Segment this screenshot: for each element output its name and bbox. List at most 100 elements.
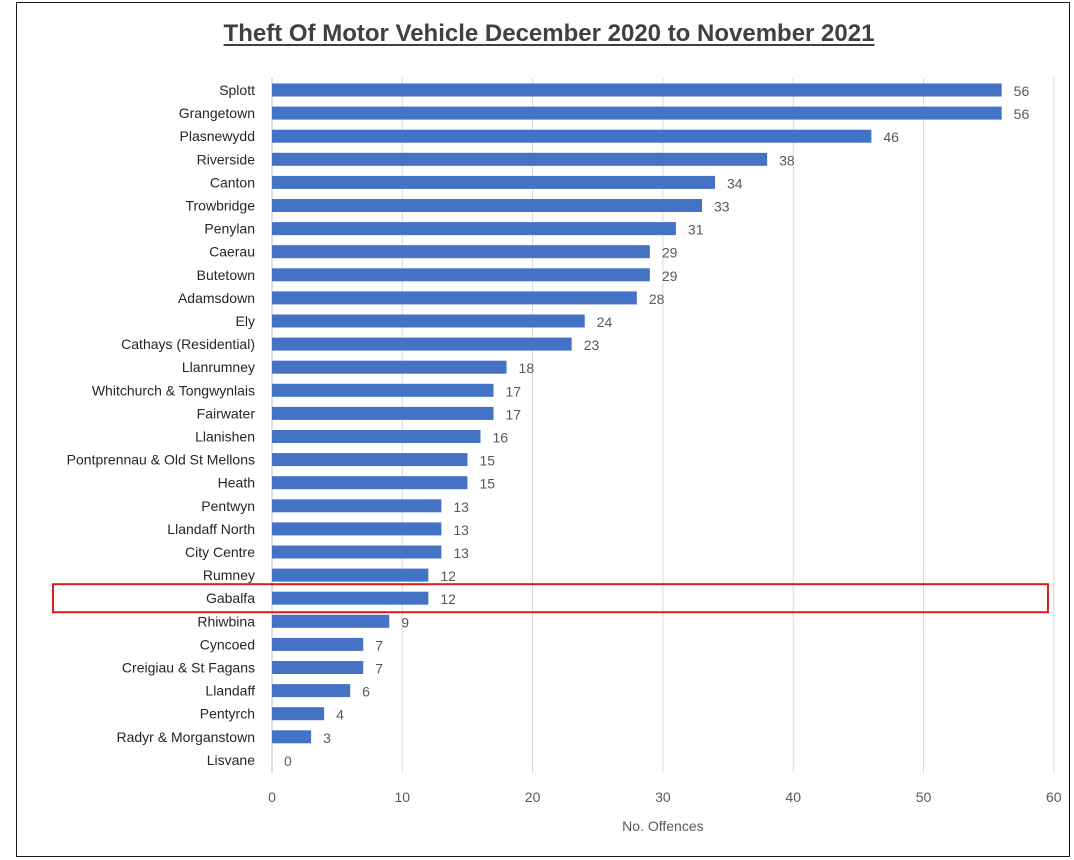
- data-label: 12: [440, 591, 456, 607]
- bar: [272, 545, 442, 559]
- data-label: 7: [375, 637, 383, 653]
- bar: [272, 614, 390, 628]
- category-label: Heath: [218, 475, 255, 491]
- data-label: 56: [1014, 83, 1030, 99]
- bar: [272, 245, 650, 259]
- category-label: Rumney: [203, 567, 255, 583]
- bar: [272, 522, 442, 536]
- bar: [272, 222, 676, 236]
- category-label: Cathays (Residential): [121, 336, 255, 352]
- x-tick-label: 50: [916, 789, 932, 805]
- category-label: Riverside: [197, 151, 256, 167]
- category-label: Rhiwbina: [197, 613, 255, 629]
- x-tick-label: 30: [655, 789, 671, 805]
- bar: [272, 129, 872, 143]
- category-label: Pontprennau & Old St Mellons: [67, 452, 255, 468]
- category-label: Llandaff: [205, 683, 255, 699]
- category-label: Radyr & Morganstown: [116, 729, 255, 745]
- bar: [272, 83, 1002, 97]
- x-tick-label: 60: [1046, 789, 1062, 805]
- bar: [272, 684, 351, 698]
- bar: [272, 568, 429, 582]
- bar: [272, 199, 702, 212]
- data-label: 13: [453, 522, 469, 538]
- bar: [272, 152, 768, 166]
- data-label: 33: [714, 199, 730, 215]
- category-label: Gabalfa: [206, 590, 255, 606]
- category-label: Penylan: [204, 221, 255, 237]
- category-label: Lisvane: [207, 752, 255, 768]
- x-tick-label: 10: [395, 789, 411, 805]
- category-label: Grangetown: [179, 105, 255, 121]
- category-label: Trowbridge: [185, 198, 255, 214]
- category-label: Fairwater: [197, 405, 256, 421]
- bar: [272, 499, 442, 513]
- data-label: 34: [727, 175, 743, 191]
- data-label: 9: [401, 614, 409, 630]
- data-label: 29: [662, 245, 678, 261]
- data-label: 12: [440, 568, 456, 584]
- category-label: Creigiau & St Fagans: [122, 660, 255, 676]
- bar: [272, 383, 494, 397]
- data-label: 18: [519, 360, 535, 376]
- bar: [272, 707, 325, 721]
- data-label: 0: [284, 753, 292, 769]
- category-label: Cyncoed: [200, 636, 255, 652]
- category-label: Pentwyn: [201, 498, 255, 514]
- chart-frame: [16, 2, 1070, 857]
- bar: [272, 730, 312, 744]
- category-label: Ely: [236, 313, 255, 329]
- data-label: 15: [479, 476, 495, 492]
- data-label: 23: [584, 337, 600, 353]
- data-label: 15: [479, 453, 495, 469]
- x-axis-title: No. Offences: [622, 818, 703, 834]
- category-label: City Centre: [185, 544, 255, 560]
- bar: [272, 314, 585, 328]
- category-label: Plasnewydd: [180, 128, 256, 144]
- category-label: Pentyrch: [200, 706, 255, 722]
- data-label: 17: [506, 406, 522, 422]
- data-label: 13: [453, 499, 469, 515]
- category-label: Whitchurch & Tongwynlais: [92, 382, 255, 398]
- x-tick-label: 0: [268, 789, 276, 805]
- data-label: 7: [375, 661, 383, 677]
- category-label: Llanishen: [195, 429, 255, 445]
- data-label: 13: [453, 545, 469, 561]
- category-label: Llanrumney: [182, 359, 255, 375]
- category-label: Butetown: [197, 267, 255, 283]
- data-label: 31: [688, 222, 704, 238]
- data-label: 17: [506, 383, 522, 399]
- bar: [272, 430, 481, 443]
- category-label: Splott: [219, 82, 255, 98]
- bar: [272, 106, 1002, 120]
- data-label: 38: [779, 152, 795, 168]
- data-label: 29: [662, 268, 678, 284]
- data-label: 3: [323, 730, 331, 746]
- bar: [272, 268, 650, 282]
- data-label: 56: [1014, 106, 1030, 122]
- data-label: 6: [362, 684, 370, 700]
- data-label: 28: [649, 291, 665, 307]
- x-tick-label: 20: [525, 789, 541, 805]
- data-label: 16: [492, 430, 508, 446]
- bar: [272, 337, 572, 351]
- bar: [272, 291, 637, 305]
- x-tick-label: 40: [785, 789, 801, 805]
- category-label: Llandaff North: [167, 521, 255, 537]
- data-label: 4: [336, 707, 344, 723]
- data-label: 46: [883, 129, 899, 145]
- data-label: 24: [597, 314, 613, 330]
- bar: [272, 175, 716, 189]
- bar: [272, 476, 468, 490]
- bar: [272, 591, 429, 605]
- bar: [272, 406, 494, 420]
- bar: [272, 661, 364, 674]
- category-label: Adamsdown: [178, 290, 255, 306]
- bar: [272, 453, 468, 467]
- category-label: Canton: [210, 174, 255, 190]
- bar: [272, 637, 364, 651]
- chart-title: Theft Of Motor Vehicle December 2020 to …: [223, 20, 875, 47]
- bar: [272, 360, 507, 374]
- highlight-box: [52, 583, 1049, 614]
